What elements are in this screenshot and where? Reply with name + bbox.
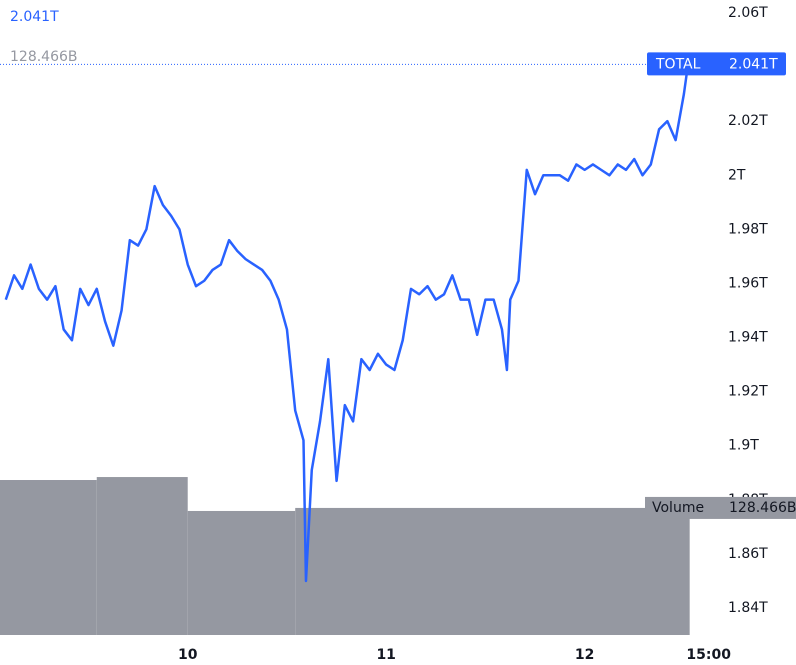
axis-panel bbox=[712, 0, 796, 665]
y-tick-label: 1.84T bbox=[728, 600, 768, 616]
price-line bbox=[4, 64, 690, 583]
legend-price: 2.041T bbox=[10, 9, 59, 25]
y-axis: 1.84T1.86T1.88T1.9T1.92T1.94T1.96T1.98T2… bbox=[712, 0, 796, 665]
y-tick-label: 1.94T bbox=[728, 330, 768, 346]
x-tick-label: 12 bbox=[575, 647, 594, 663]
volume-name: Volume bbox=[652, 500, 704, 516]
x-axis: 10 11 12 15:00 bbox=[178, 647, 731, 663]
x-tick-label: 10 bbox=[178, 647, 198, 663]
volume-tag bbox=[645, 496, 796, 519]
price-tag-value: 2.041T bbox=[729, 56, 778, 72]
y-tick-label: 1.86T bbox=[728, 546, 768, 562]
y-tick-label: 1.96T bbox=[728, 275, 768, 291]
y-tick-label: 2T bbox=[728, 167, 746, 183]
volume-bar bbox=[0, 480, 97, 635]
volume-tag-value: 128.466B bbox=[729, 500, 796, 516]
series-name: TOTAL bbox=[655, 56, 701, 72]
x-tick-label: 15:00 bbox=[686, 647, 731, 663]
y-tick-label: 2.06T bbox=[728, 5, 768, 21]
plot-area bbox=[0, 63, 712, 635]
y-tick-label: 1.92T bbox=[728, 384, 768, 400]
price-tag bbox=[647, 52, 786, 76]
volume-bar bbox=[187, 510, 296, 635]
y-tick-label: 1.98T bbox=[728, 221, 768, 237]
x-tick-label: 11 bbox=[376, 647, 395, 663]
y-tick-label: 1.9T bbox=[728, 438, 759, 454]
y-tick-label: 2.02T bbox=[728, 113, 768, 129]
volume-bar bbox=[295, 507, 690, 635]
legend-volume: 128.466B bbox=[10, 49, 78, 65]
overlay: TOTAL 2.041T Volume 128.466B 2.041T 128.466B bbox=[10, 9, 796, 519]
volume-bar bbox=[96, 477, 188, 635]
